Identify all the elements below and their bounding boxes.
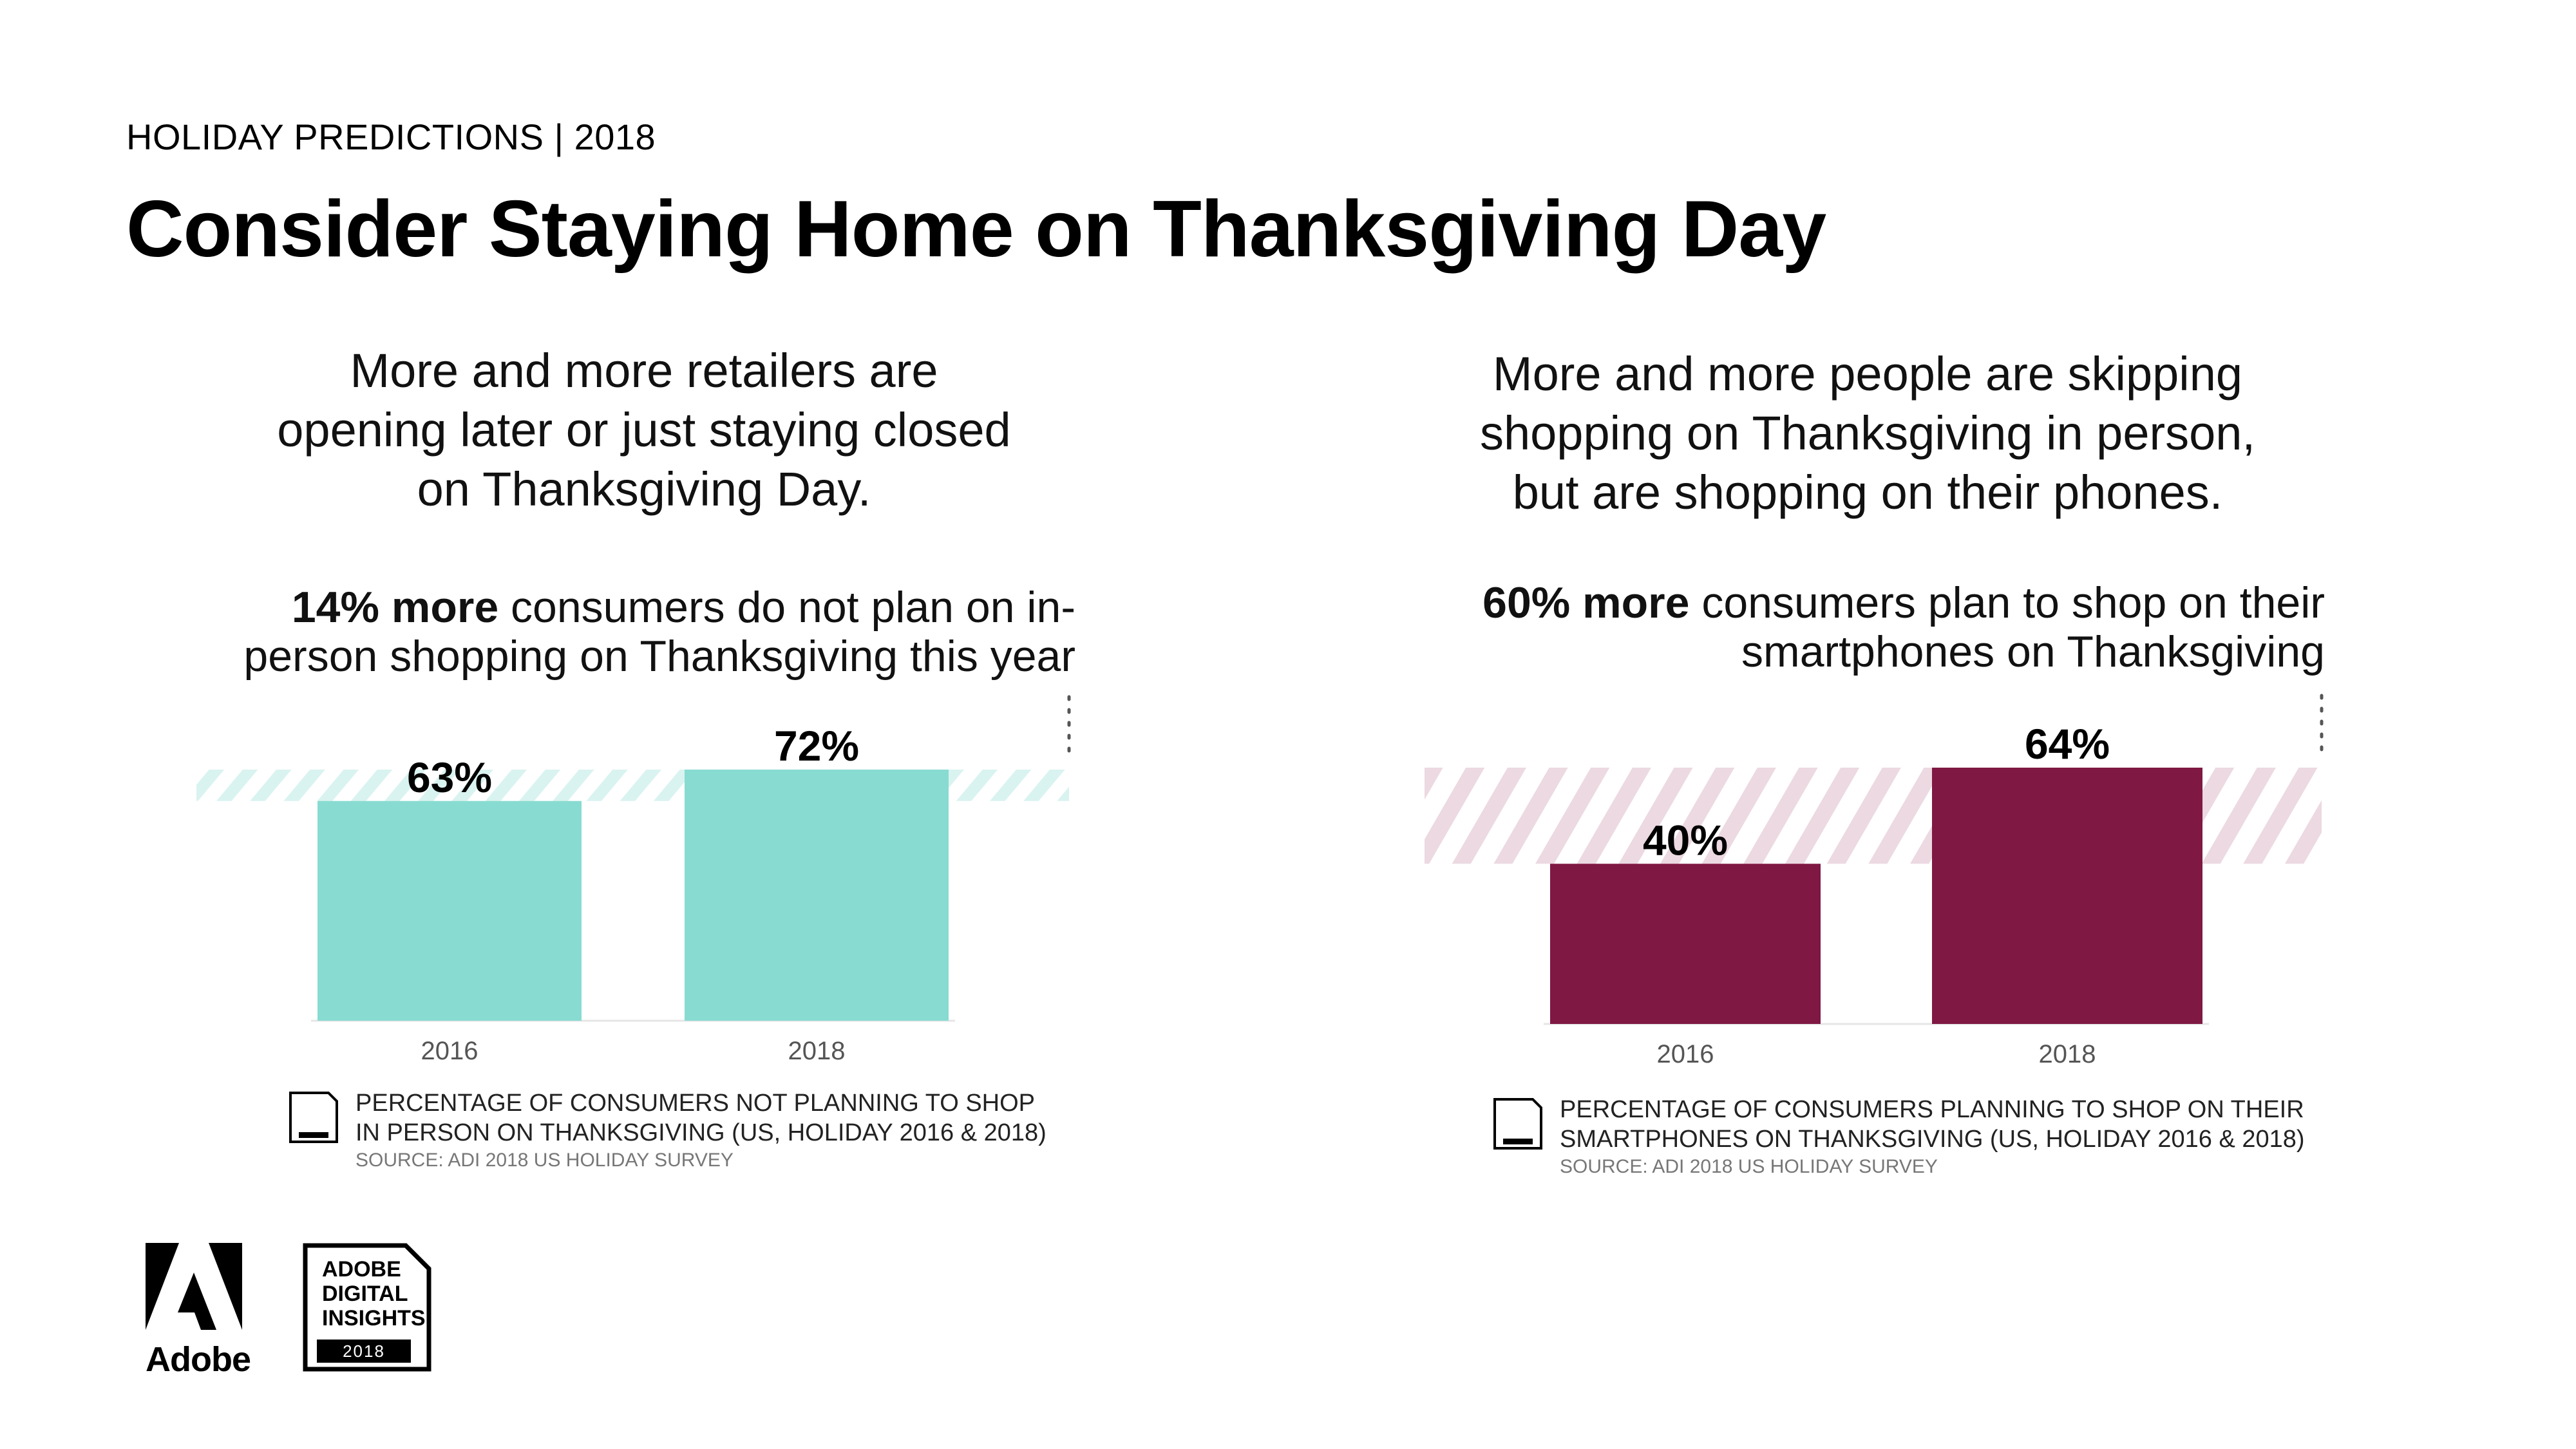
adi-logo-frame-icon (303, 1243, 431, 1372)
right-callout-text: consumers plan to shop on their smartpho… (1689, 578, 2325, 676)
right-bar-chart: 40% 2016 64% 2018 (1425, 694, 2324, 1068)
adi-line2: DIGITAL (322, 1282, 408, 1306)
data-label-2018: 72% (774, 722, 859, 770)
bar-2018 (685, 770, 949, 1021)
left-note-line2: IN PERSON ON THANKSGIVING (US, HOLIDAY 2… (355, 1119, 1046, 1146)
left-bar-chart: 63% 2016 72% 2018 (196, 695, 1071, 1065)
right-chart-note: PERCENTAGE OF CONSUMERS PLANNING TO SHOP… (1493, 1095, 2305, 1180)
right-callout: 60% more consumers plan to shop on their… (1385, 578, 2325, 676)
adi-line1: ADOBE (322, 1257, 401, 1282)
eyebrow-label: HOLIDAY PREDICTIONS | 2018 (126, 117, 656, 157)
left-source: SOURCE: ADI 2018 US HOLIDAY SURVEY (355, 1150, 734, 1171)
right-note-line1: PERCENTAGE OF CONSUMERS PLANNING TO SHOP… (1560, 1096, 2304, 1123)
page-title: Consider Staying Home on Thanksgiving Da… (126, 185, 1826, 274)
left-note-line1: PERCENTAGE OF CONSUMERS NOT PLANNING TO … (355, 1090, 1036, 1117)
right-callout-bold: 60% more (1482, 578, 1690, 627)
data-label-2016: 63% (407, 753, 492, 801)
bar-2016 (1550, 864, 1821, 1024)
data-label-2016: 40% (1643, 816, 1728, 864)
adi-badge-icon (1493, 1098, 1542, 1150)
bar-2016 (317, 800, 582, 1021)
adi-year: 2018 (317, 1340, 411, 1363)
right-subtitle: More and more people are skipping shoppi… (1479, 347, 2256, 519)
adobe-logo-icon (146, 1243, 242, 1330)
left-callout: 14% more consumers do not plan on in-per… (193, 583, 1075, 681)
tick-label-2016: 2016 (421, 1037, 478, 1065)
left-chart-note: PERCENTAGE OF CONSUMERS NOT PLANNING TO … (289, 1088, 1046, 1173)
right-note-line2: SMARTPHONES ON THANKSGIVING (US, HOLIDAY… (1560, 1126, 2305, 1153)
tick-label-2018: 2018 (788, 1037, 846, 1065)
left-callout-text: consumers do not plan on in-person shopp… (243, 583, 1075, 681)
adi-logo: ADOBE DIGITAL INSIGHTS 2018 (303, 1243, 431, 1372)
left-callout-bold: 14% more (291, 583, 499, 632)
left-subtitle: More and more retailers are opening late… (277, 344, 1011, 516)
tick-label-2016: 2016 (1657, 1040, 1714, 1068)
adi-line3: INSIGHTS (322, 1306, 426, 1331)
adi-logo-text: ADOBE DIGITAL INSIGHTS (322, 1257, 426, 1331)
adi-badge-icon (289, 1092, 338, 1143)
data-label-2018: 64% (2025, 720, 2110, 768)
right-source: SOURCE: ADI 2018 US HOLIDAY SURVEY (1560, 1156, 1938, 1177)
bar-2018 (1932, 768, 2202, 1024)
tick-label-2018: 2018 (2039, 1040, 2096, 1068)
adobe-wordmark: Adobe (146, 1340, 251, 1379)
